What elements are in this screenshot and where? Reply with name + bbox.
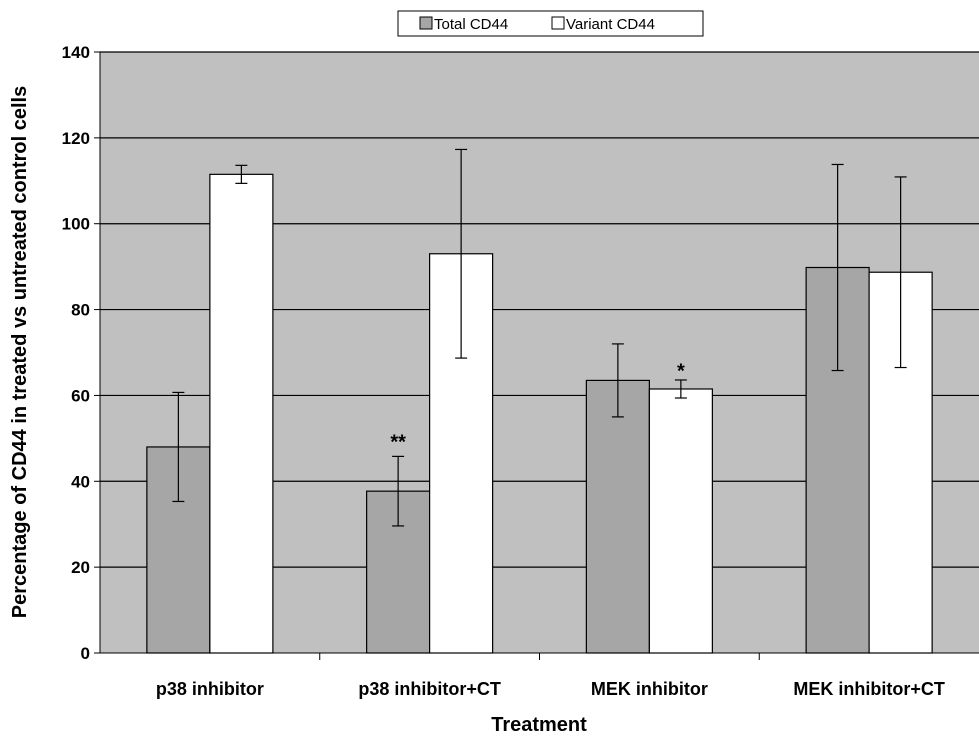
category-label: MEK inhibitor xyxy=(591,679,708,699)
bar-variant-cd44 xyxy=(648,388,713,654)
category-label: p38 inhibitor+CT xyxy=(358,679,501,699)
legend: Total CD44 Variant CD44 xyxy=(397,10,704,37)
legend-swatch-variant xyxy=(551,16,565,30)
category-label: MEK inhibitor+CT xyxy=(793,679,945,699)
legend-swatch-total xyxy=(419,16,433,30)
x-axis-title: Treatment xyxy=(491,714,587,736)
y-tick-label: 0 xyxy=(81,644,90,663)
legend-label-variant: Variant CD44 xyxy=(566,16,655,33)
bar-variant-cd44 xyxy=(209,173,274,654)
y-axis-title: Percentage of CD44 in treated vs untreat… xyxy=(9,86,31,618)
y-tick-label: 60 xyxy=(71,386,90,405)
category-label: p38 inhibitor xyxy=(156,679,264,699)
y-tick-label: 120 xyxy=(62,129,90,148)
bar-total-cd44 xyxy=(585,379,650,654)
legend-label-total: Total CD44 xyxy=(434,16,508,33)
y-tick-label: 100 xyxy=(62,215,90,234)
y-tick-label: 20 xyxy=(71,558,90,577)
significance-marker: * xyxy=(677,361,685,383)
y-tick-label: 40 xyxy=(71,472,90,491)
significance-marker: ** xyxy=(390,431,406,453)
legend-box xyxy=(397,10,704,37)
y-tick-label: 80 xyxy=(71,301,90,320)
y-tick-label: 140 xyxy=(62,43,90,62)
